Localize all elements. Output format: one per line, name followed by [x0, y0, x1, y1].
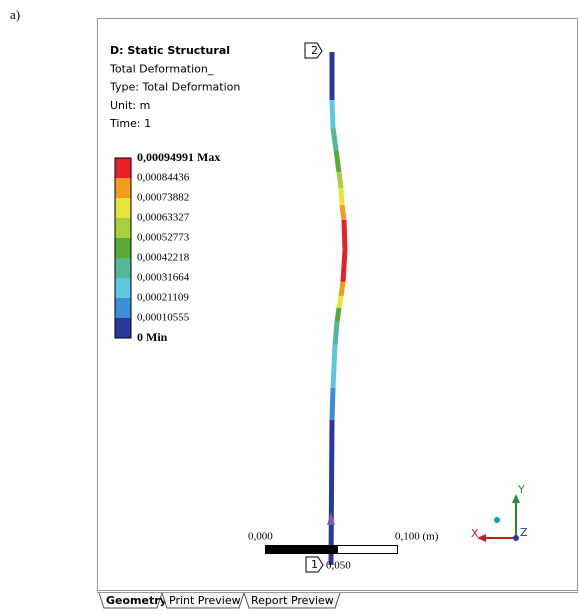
tab-label[interactable]: Geometry: [106, 594, 167, 607]
scale-start: 0,000: [248, 531, 273, 543]
axis-x: X: [471, 527, 479, 540]
legend-swatch: [115, 158, 131, 178]
legend-label: 0,00063327: [137, 212, 190, 224]
legend-swatch: [115, 318, 131, 338]
axis-z: Z: [520, 526, 528, 539]
legend-label: 0,00052773: [137, 232, 190, 244]
screen: a) D: Static Structural Total Deformation…: [0, 0, 579, 611]
probe-label: 1: [311, 558, 318, 571]
scale-end: 0,100 (m): [395, 531, 439, 543]
legend-swatch: [115, 258, 131, 278]
legend-swatch: [115, 218, 131, 238]
figure-label: a): [10, 7, 20, 22]
legend-label: 0,00031664: [137, 272, 190, 284]
legend-label: 0,00094991 Max: [137, 150, 220, 164]
header-line: D: Static Structural: [110, 44, 230, 57]
legend-label: 0,00073882: [137, 192, 189, 204]
axis-y: Y: [517, 483, 525, 496]
legend-swatch: [115, 238, 131, 258]
legend-swatch: [115, 198, 131, 218]
header-line: Time: 1: [109, 117, 151, 130]
probe-label: 2: [311, 44, 318, 57]
legend-label: 0,00042218: [137, 252, 190, 264]
scale-black: [265, 545, 337, 554]
legend-swatch: [115, 298, 131, 318]
tab-label[interactable]: Print Preview: [169, 594, 241, 607]
legend-label: 0 Min: [137, 330, 168, 344]
scale-white: [338, 546, 398, 554]
header-line: Total Deformation_: [109, 62, 214, 75]
legend-swatch: [115, 178, 131, 198]
scale-middle: 0,050: [326, 560, 351, 572]
header-line: Unit: m: [110, 99, 150, 112]
legend-label: 0,00021109: [137, 292, 189, 304]
legend-swatch: [115, 278, 131, 298]
legend-label: 0,00010555: [137, 312, 190, 324]
header-line: Type: Total Deformation: [109, 81, 240, 94]
tab-label[interactable]: Report Preview: [251, 594, 334, 607]
legend-label: 0,00084436: [137, 172, 190, 184]
